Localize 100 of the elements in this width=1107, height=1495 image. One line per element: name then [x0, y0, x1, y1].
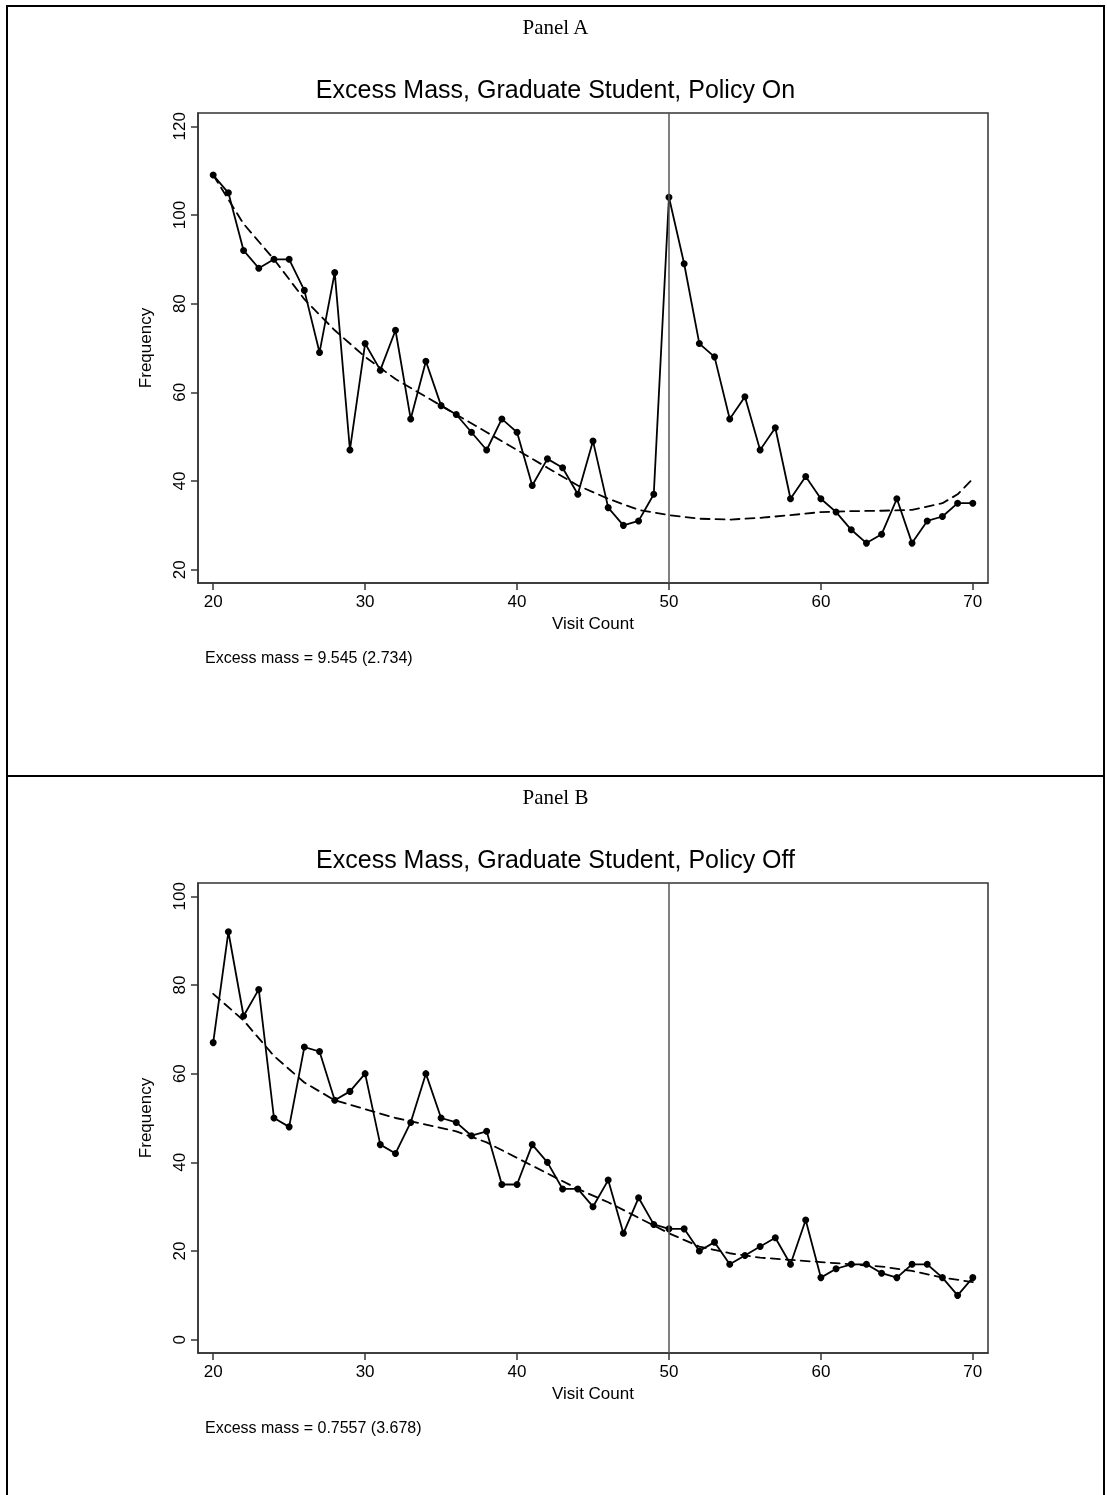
point — [483, 1127, 491, 1135]
point — [589, 1203, 597, 1211]
point — [878, 530, 886, 538]
point — [726, 1260, 734, 1268]
point — [741, 1251, 749, 1259]
y-tick-label: 40 — [170, 1152, 189, 1172]
point — [240, 246, 248, 254]
x-tick-label: 20 — [203, 592, 223, 611]
y-tick-label: 100 — [170, 200, 189, 230]
point — [817, 495, 825, 503]
point — [726, 415, 734, 423]
point — [635, 517, 643, 525]
point — [285, 1123, 293, 1131]
point — [847, 1260, 855, 1268]
chart-subtitle: Excess Mass, Graduate Student, Policy On — [315, 74, 796, 103]
point — [954, 1291, 962, 1299]
point — [619, 521, 627, 529]
text: Excess mass = 9.545 (2.734) — [205, 648, 413, 666]
point — [240, 1012, 248, 1020]
point — [361, 1070, 369, 1078]
point — [528, 1141, 536, 1149]
point — [604, 504, 612, 512]
point — [467, 1132, 475, 1140]
point — [285, 255, 293, 263]
y-axis-title: Frequency — [136, 307, 155, 389]
point — [619, 1229, 627, 1237]
point — [938, 512, 946, 520]
x-tick-label: 50 — [659, 1362, 679, 1381]
point — [695, 1247, 703, 1255]
point — [376, 1141, 384, 1149]
point — [513, 1181, 521, 1189]
point — [316, 348, 324, 356]
point — [255, 985, 263, 993]
point — [361, 340, 369, 348]
x-tick-label: 40 — [507, 592, 527, 611]
point — [392, 326, 399, 334]
point — [224, 928, 232, 936]
chart-subtitle: Excess Mass, Graduate Student, Policy Off — [316, 844, 796, 873]
x-tick-label: 30 — [355, 1362, 375, 1381]
point — [695, 340, 703, 348]
point — [407, 415, 415, 423]
point — [437, 402, 445, 410]
point — [513, 428, 521, 436]
point — [498, 415, 506, 423]
x-tick-label: 20 — [203, 1362, 223, 1381]
point — [559, 1185, 567, 1193]
point — [604, 1176, 612, 1184]
y-tick-label: 0 — [170, 1334, 189, 1345]
point — [680, 1225, 688, 1233]
point — [209, 171, 217, 179]
x-tick-label: 60 — [811, 592, 831, 611]
point — [270, 255, 278, 263]
x-axis-title: Visit Count — [552, 613, 635, 633]
point — [209, 1039, 217, 1047]
x-tick-label: 70 — [963, 1362, 983, 1381]
point — [574, 490, 582, 498]
point — [422, 357, 430, 365]
point — [711, 1238, 719, 1246]
point — [802, 473, 810, 481]
point — [452, 1118, 460, 1126]
point — [300, 1043, 308, 1051]
x-tick-label: 30 — [355, 592, 375, 611]
point — [862, 1260, 870, 1268]
point — [893, 495, 901, 503]
point — [787, 495, 794, 503]
point — [331, 1096, 339, 1104]
point — [923, 1260, 931, 1268]
x-tick-label: 40 — [507, 1362, 527, 1381]
y-tick-label: 80 — [170, 975, 189, 995]
point — [802, 1216, 810, 1224]
point — [452, 411, 460, 419]
point — [574, 1185, 582, 1193]
point — [711, 353, 719, 361]
point — [407, 1118, 415, 1126]
point — [923, 517, 931, 525]
point — [224, 189, 232, 197]
point — [422, 1070, 430, 1078]
y-tick-label: 100 — [170, 882, 189, 911]
chart-title: Panel A — [522, 14, 590, 39]
x-tick-label: 60 — [811, 1362, 831, 1381]
point — [771, 424, 779, 432]
point — [969, 1274, 977, 1282]
point — [878, 1269, 886, 1277]
text: Excess mass = 0.7557 (3.678) — [205, 1418, 422, 1436]
point — [392, 1149, 399, 1157]
chart-title: Panel B — [522, 784, 589, 809]
point — [893, 1274, 901, 1282]
point — [543, 1158, 551, 1166]
point — [316, 1047, 324, 1055]
y-tick-label: 20 — [170, 560, 189, 580]
point — [255, 264, 263, 272]
point — [300, 286, 308, 294]
point — [635, 1194, 643, 1202]
y-axis-title: Frequency — [136, 1077, 155, 1159]
x-tick-label: 70 — [963, 592, 983, 611]
y-tick-label: 80 — [170, 294, 189, 314]
point — [483, 446, 491, 454]
point — [787, 1260, 794, 1268]
point — [559, 464, 567, 472]
point — [847, 526, 855, 534]
